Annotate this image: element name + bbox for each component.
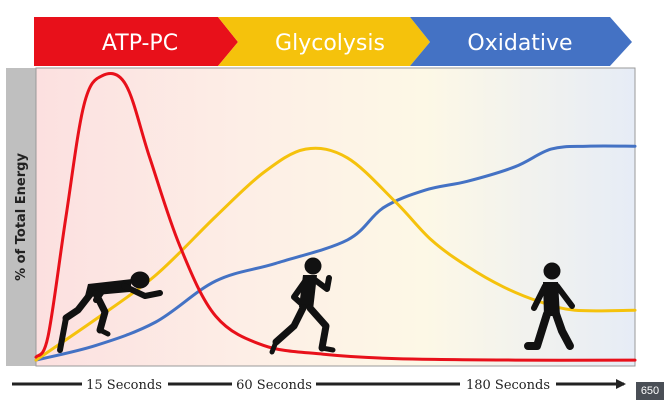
series-line-glycolysis	[34, 146, 637, 362]
banner-segment-atp-pc	[34, 17, 238, 66]
x-tick-label: 60 Seconds	[236, 378, 312, 393]
y-axis-label: % of Total Energy	[14, 153, 29, 281]
x-tick-label: 180 Seconds	[466, 378, 550, 393]
y-axis-label-bar	[6, 68, 36, 366]
banner-label-atp-pc: ATP-PC	[102, 31, 178, 56]
banner-segment-oxidative	[410, 17, 632, 66]
sprinter-icon	[57, 271, 163, 353]
series-layer	[34, 72, 637, 362]
plot-area	[35, 67, 636, 367]
x-tick-label: 15 Seconds	[86, 378, 162, 393]
banner-label-glycolysis: Glycolysis	[275, 31, 385, 56]
corner-badge: 650	[636, 382, 664, 400]
phase-banner: ATP-PC Glycolysis Oxidative	[34, 17, 632, 66]
walker-icon	[524, 262, 575, 350]
banner-label-oxidative: Oxidative	[467, 31, 572, 56]
series-line-atp-pc	[34, 72, 637, 362]
runner-icon	[269, 257, 336, 355]
banner-segment-glycolysis	[218, 17, 430, 66]
series-line-oxidative	[34, 144, 637, 362]
